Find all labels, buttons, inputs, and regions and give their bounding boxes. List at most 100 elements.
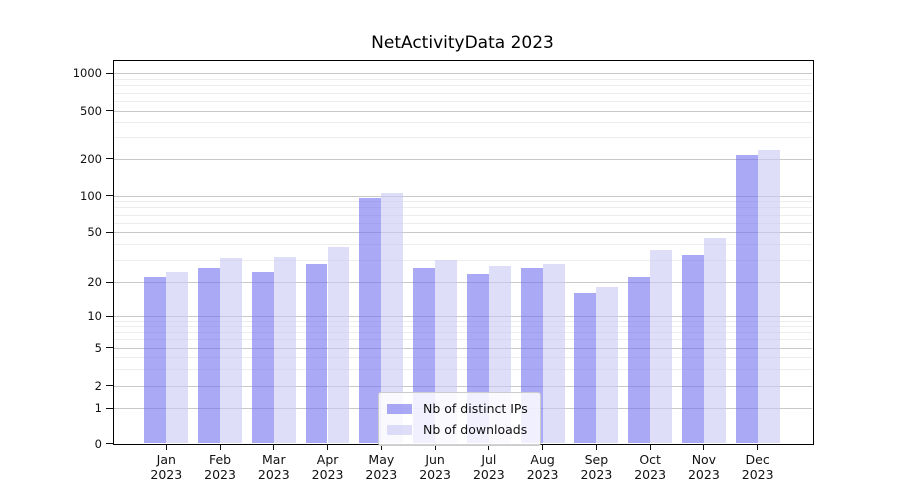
y-tick-mark	[106, 158, 113, 160]
minor-gridline	[114, 137, 812, 139]
y-tick-label: 1000	[72, 66, 102, 81]
y-tick-mark	[106, 72, 113, 74]
y-tick-mark	[106, 281, 113, 283]
bar-ips-oct	[628, 276, 651, 444]
minor-gridline	[114, 339, 812, 341]
major-gridline	[114, 73, 812, 75]
bar-downloads-oct	[650, 250, 673, 444]
y-tick-label: 100	[80, 188, 102, 203]
minor-gridline	[114, 320, 812, 322]
x-tick-mark	[649, 444, 651, 450]
major-gridline	[114, 282, 812, 283]
x-tick-mark	[434, 444, 436, 450]
x-tick-mark	[488, 444, 490, 450]
y-tick-label: 0	[94, 436, 102, 451]
minor-gridline	[114, 85, 812, 87]
bar-downloads-dec	[757, 150, 780, 444]
minor-gridline	[114, 100, 812, 102]
y-tick-label: 200	[80, 151, 102, 166]
bar-ips-may	[359, 198, 382, 444]
major-gridline	[114, 232, 812, 234]
minor-gridline	[114, 326, 812, 328]
y-tick-label: 20	[87, 275, 102, 289]
y-tick-mark	[106, 407, 113, 409]
bar-ips-dec	[735, 154, 758, 444]
bar-downloads-apr	[327, 247, 350, 444]
y-tick-label: 10	[87, 309, 102, 324]
minor-gridline	[114, 244, 812, 246]
legend-swatch-ips	[387, 403, 412, 414]
y-tick-mark	[106, 231, 113, 233]
minor-gridline	[114, 356, 812, 358]
minor-gridline	[114, 201, 812, 203]
bar-ips-apr	[305, 263, 328, 444]
bar-downloads-aug	[542, 263, 565, 444]
y-tick-label: 2	[94, 378, 102, 393]
minor-gridline	[114, 207, 812, 209]
x-tick-label: Mar 2023	[257, 451, 290, 482]
y-tick-mark	[106, 195, 113, 197]
legend-row-downloads: Nb of downloads	[387, 419, 528, 440]
legend-label-ips: Nb of distinct IPs	[423, 401, 528, 416]
bar-ips-jan	[144, 276, 167, 444]
bar-downloads-may	[381, 193, 404, 444]
major-gridline	[114, 385, 812, 387]
x-tick-mark	[595, 444, 597, 450]
legend: Nb of distinct IPs Nb of downloads	[378, 392, 541, 446]
x-tick-mark	[219, 444, 221, 450]
major-gridline	[114, 316, 812, 318]
y-tick-mark	[106, 347, 113, 349]
major-gridline	[114, 347, 812, 349]
major-gridline	[114, 110, 812, 112]
minor-gridline	[114, 214, 812, 216]
minor-gridline	[114, 368, 812, 370]
minor-gridline	[114, 222, 812, 224]
x-tick-mark	[703, 444, 705, 450]
legend-row-ips: Nb of distinct IPs	[387, 398, 528, 419]
x-tick-label: Jan 2023	[150, 451, 183, 482]
bar-downloads-jan	[166, 272, 189, 444]
x-tick-mark	[273, 444, 275, 450]
x-tick-label: Apr 2023	[311, 451, 344, 482]
x-tick-mark	[380, 444, 382, 450]
x-tick-label: Sep 2023	[580, 451, 613, 482]
bar-ips-sep	[574, 293, 597, 444]
y-tick-label: 5	[94, 340, 102, 355]
x-tick-mark	[165, 444, 167, 450]
x-tick-label: Aug 2023	[526, 451, 559, 482]
minor-gridline	[114, 332, 812, 334]
legend-label-downloads: Nb of downloads	[423, 422, 528, 437]
y-tick-mark	[106, 385, 113, 387]
x-tick-label: Nov 2023	[687, 451, 720, 482]
x-tick-label: Jul 2023	[472, 451, 505, 482]
y-tick-mark	[106, 110, 113, 112]
bar-downloads-sep	[596, 287, 619, 444]
minor-gridline	[114, 122, 812, 124]
y-tick-mark	[106, 315, 113, 317]
major-gridline	[114, 195, 812, 197]
minor-gridline	[114, 78, 812, 80]
y-tick-mark	[106, 443, 113, 444]
bar-ips-mar	[251, 272, 274, 444]
x-tick-label: Oct 2023	[634, 451, 667, 482]
bar-ips-nov	[682, 254, 704, 444]
y-tick-label: 500	[80, 103, 102, 118]
y-tick-label: 50	[87, 225, 102, 240]
minor-gridline	[114, 92, 812, 94]
x-tick-mark	[542, 444, 544, 450]
minor-gridline	[114, 260, 812, 261]
bar-downloads-feb	[220, 258, 242, 444]
x-tick-label: Dec 2023	[741, 451, 774, 482]
major-gridline	[114, 158, 812, 160]
bar-downloads-nov	[704, 238, 726, 444]
x-tick-label: Jun 2023	[419, 451, 451, 482]
legend-swatch-downloads	[387, 424, 412, 435]
chart-title: NetActivityData 2023	[371, 33, 554, 53]
bar-downloads-mar	[273, 256, 296, 444]
x-tick-label: May 2023	[365, 451, 398, 482]
bar-ips-feb	[198, 267, 220, 444]
x-tick-label: Feb 2023	[204, 451, 236, 482]
plot-area-border	[112, 59, 814, 445]
y-tick-label: 1	[94, 401, 102, 416]
